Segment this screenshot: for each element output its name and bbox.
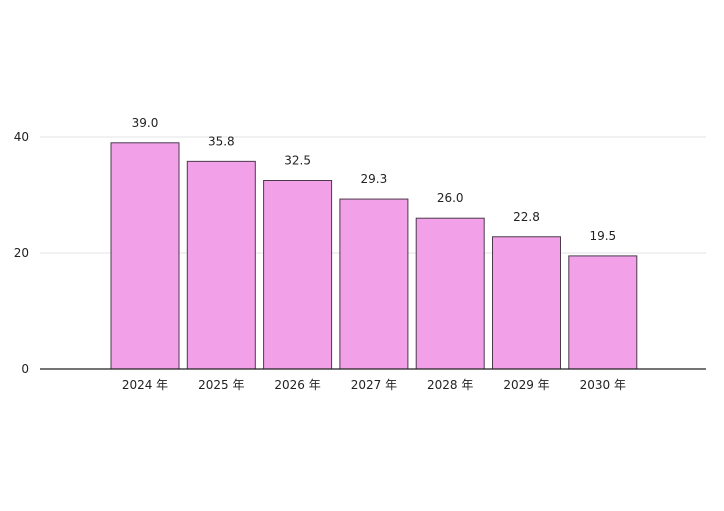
y-tick-label: 20	[14, 246, 29, 260]
y-tick-label: 40	[14, 130, 29, 144]
bar	[186, 160, 256, 370]
x-tick-label: 2028 年	[427, 378, 473, 392]
data-label: 35.8	[208, 134, 235, 148]
x-tick-label: 2030 年	[580, 378, 626, 392]
data-label: 39.0	[132, 116, 159, 130]
bar	[415, 217, 485, 370]
x-tick-label: 2027 年	[351, 378, 397, 392]
bar	[110, 142, 180, 370]
x-tick-label: 2025 年	[198, 378, 244, 392]
bars-layer	[110, 142, 638, 370]
data-label: 22.8	[513, 210, 540, 224]
x-tick-label: 2026 年	[274, 378, 320, 392]
bar	[339, 198, 409, 370]
data-label: 26.0	[437, 191, 464, 205]
x-tick-label: 2029 年	[503, 378, 549, 392]
data-label: 19.5	[589, 229, 616, 243]
data-label: 29.3	[361, 172, 388, 186]
y-tick-label: 0	[21, 362, 29, 376]
x-tick-label: 2024 年	[122, 378, 168, 392]
data-label: 32.5	[284, 154, 311, 168]
bar	[568, 255, 638, 370]
bar	[263, 180, 333, 370]
labels-layer: 0 20 40 39.0 2024 年 35.8 2025 年 32.5 2026 年 29.3 2…	[14, 116, 626, 392]
bar	[492, 236, 561, 370]
